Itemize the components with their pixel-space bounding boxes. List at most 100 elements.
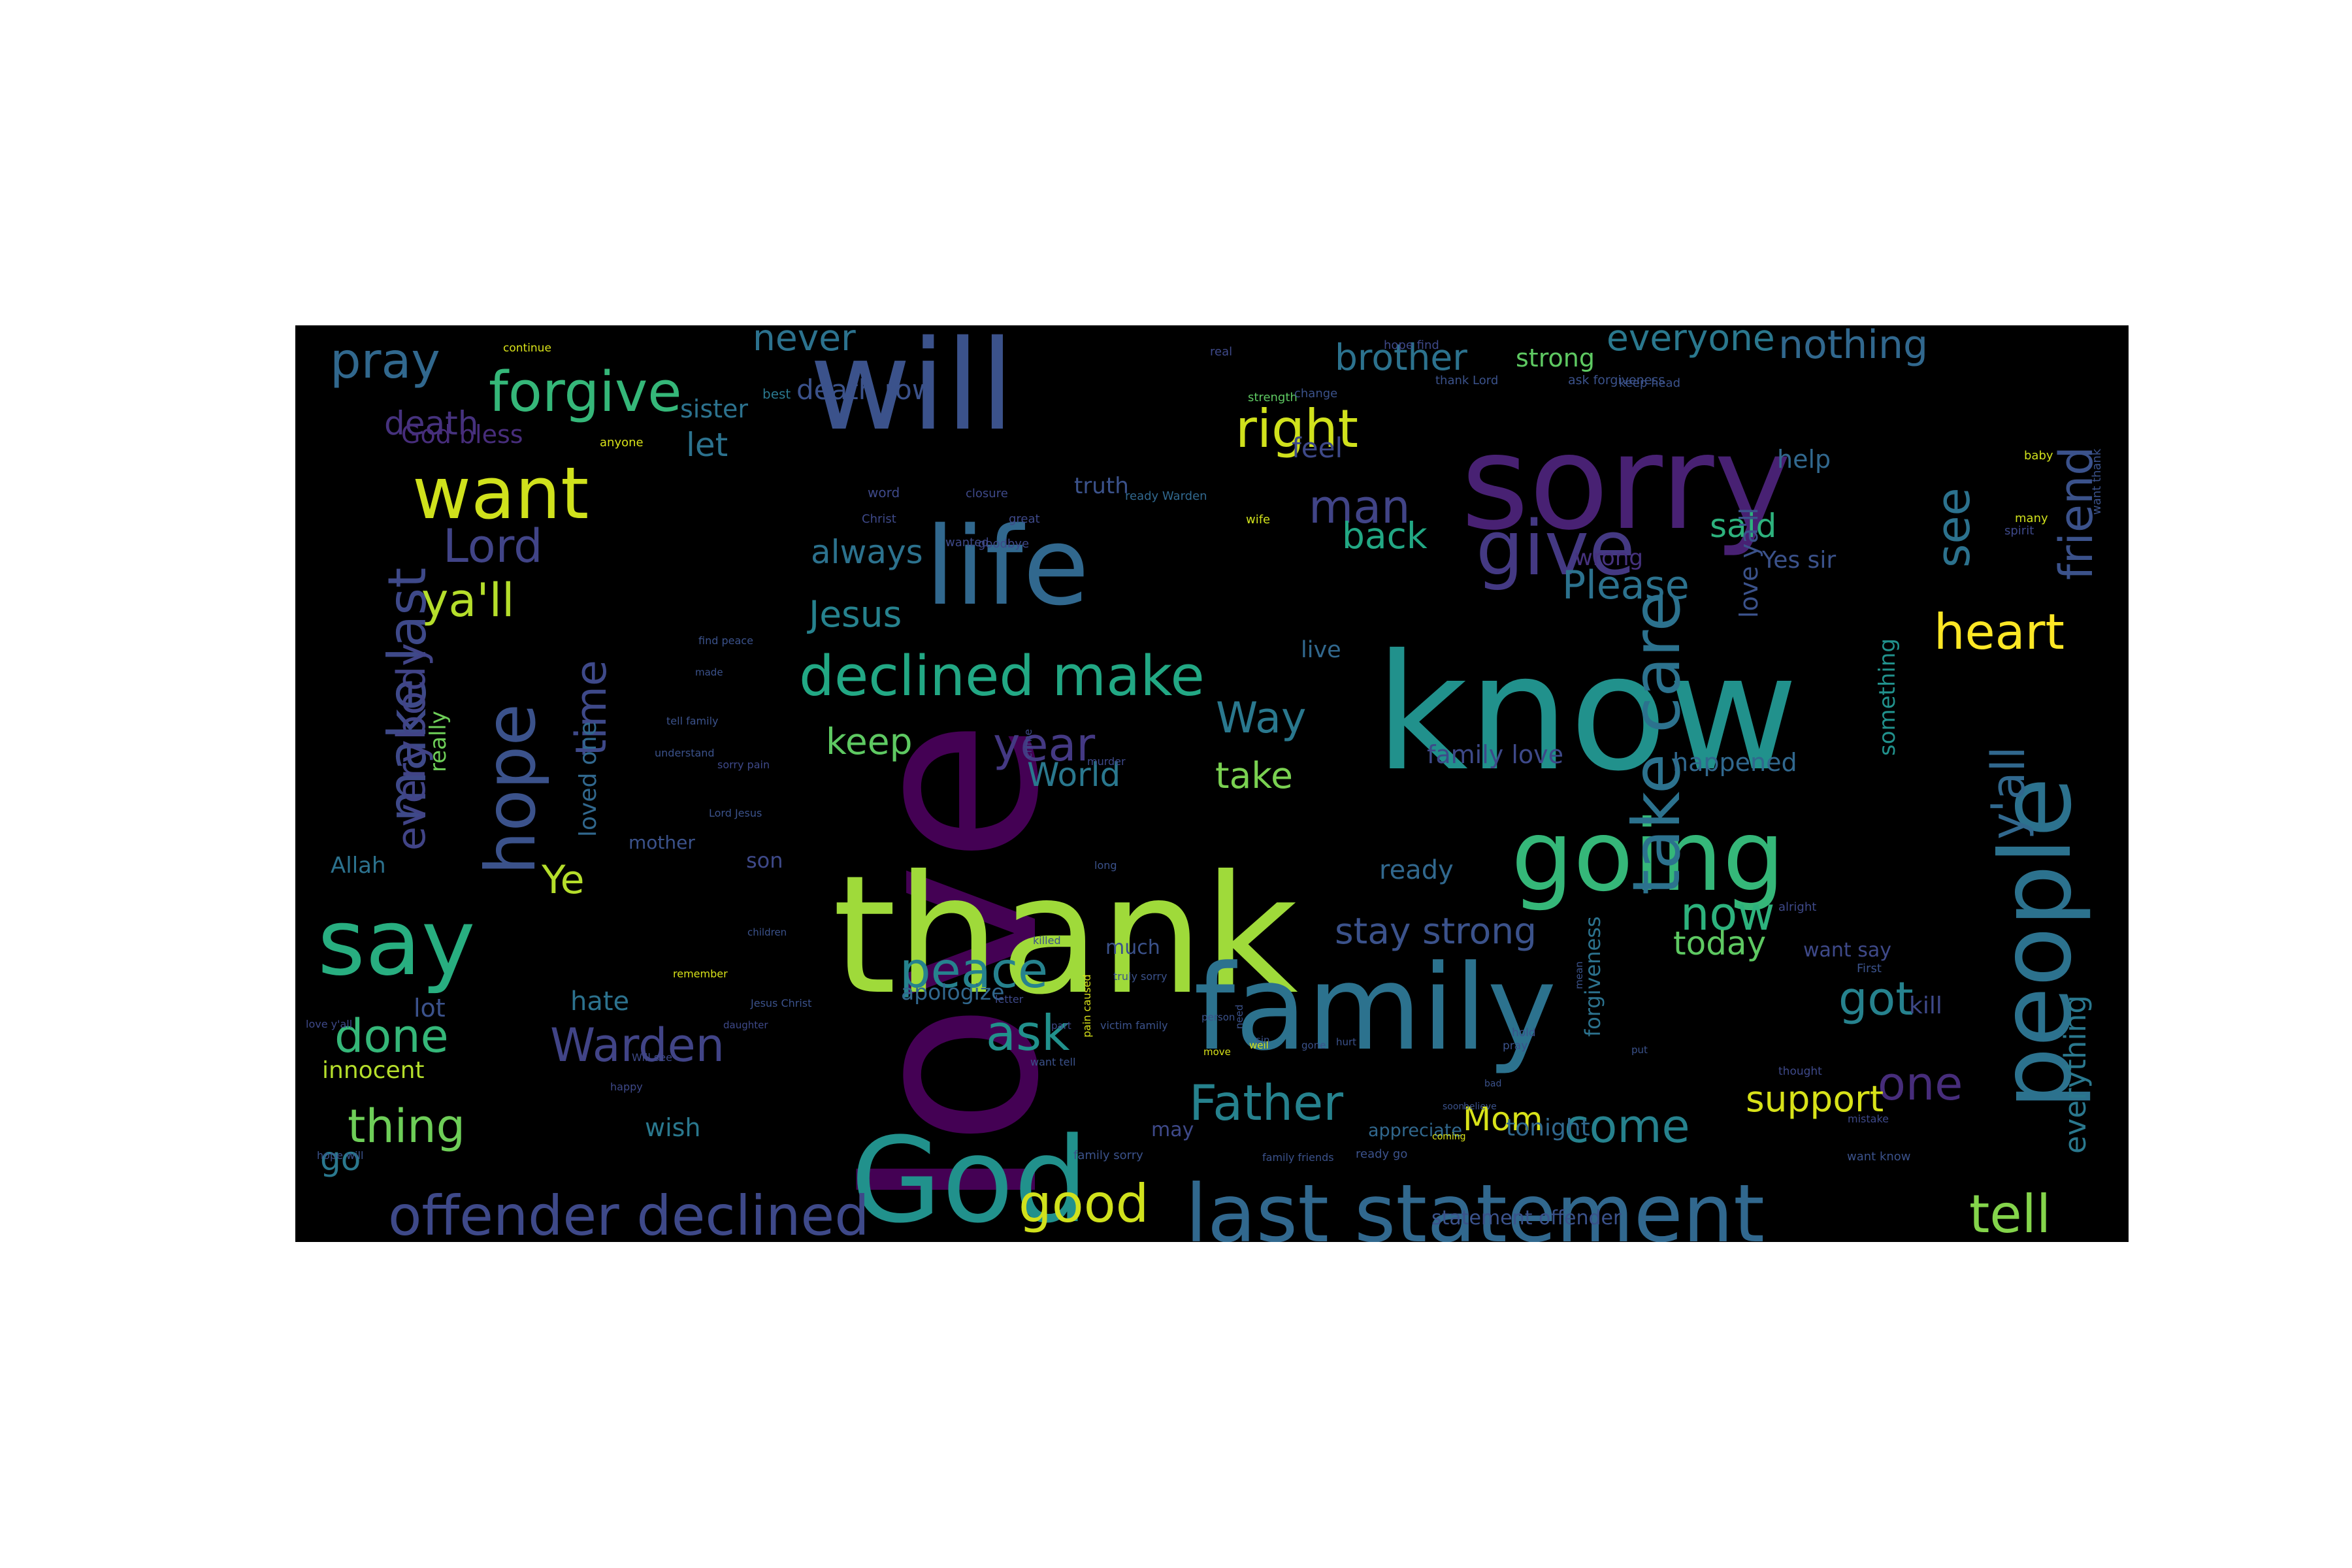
cloud-word: good (1019, 1173, 1149, 1234)
cloud-word: hope find (1384, 338, 1439, 352)
cloud-word: everyone (1607, 325, 1775, 359)
cloud-word: really (425, 711, 451, 772)
cloud-word: tell (1969, 1184, 2051, 1242)
cloud-word: put (1631, 1044, 1648, 1056)
cloud-word: letter (995, 993, 1024, 1005)
cloud-word: see (1927, 487, 1980, 568)
cloud-word: Lord Jesus (709, 807, 762, 819)
cloud-word: thought (1778, 1065, 1822, 1078)
cloud-word: God (851, 1113, 1088, 1242)
cloud-word: nothing (1778, 325, 1928, 368)
cloud-word: let (686, 426, 728, 464)
cloud-word: tell family (666, 715, 718, 727)
cloud-word: crime (1022, 729, 1034, 759)
cloud-word: hold (1512, 1026, 1536, 1039)
cloud-word: closure (966, 487, 1008, 500)
cloud-word: Way (1216, 694, 1306, 743)
cloud-word: Will see (632, 1051, 672, 1064)
cloud-word: Allah (331, 853, 386, 879)
cloud-word: give (1476, 505, 1635, 593)
cloud-word: remember (673, 968, 728, 980)
cloud-word: appreciate (1368, 1120, 1462, 1141)
cloud-word: Yes sir (1761, 547, 1836, 574)
cloud-word: truth (1074, 473, 1129, 499)
cloud-word: strong (1516, 344, 1595, 372)
cloud-word: Jesus Christ (750, 997, 811, 1009)
cloud-word: mean (1573, 961, 1585, 989)
cloud-word: make last (377, 568, 438, 822)
cloud-word: hope will (317, 1149, 363, 1162)
cloud-word: loved one (575, 721, 602, 837)
cloud-word: bad (1484, 1079, 1501, 1089)
cloud-word: children (747, 926, 787, 938)
cloud-word: change (1294, 387, 1337, 400)
cloud-word: statement offender (1431, 1207, 1622, 1230)
cloud-word: move (1203, 1046, 1231, 1058)
cloud-word: goodbye (978, 537, 1029, 551)
cloud-word: help (1777, 445, 1831, 474)
cloud-word: today (1673, 924, 1766, 962)
cloud-word: back (1342, 515, 1428, 557)
cloud-word: last statement (1185, 1168, 1765, 1242)
cloud-word: said (1710, 507, 1776, 545)
cloud-word: ready Warden (1125, 489, 1207, 503)
word-cloud-image: love thank know sorry will family God life going… (295, 325, 2129, 1242)
cloud-word: lot (414, 994, 446, 1022)
cloud-word: great (1009, 512, 1040, 526)
cloud-word: now (1680, 887, 1774, 941)
cloud-word: going (1511, 800, 1785, 913)
cloud-word: kill (1909, 992, 1942, 1019)
cloud-word: believe (1463, 1102, 1497, 1112)
cloud-word: Christ (862, 512, 896, 526)
cloud-word: heart (1934, 603, 2065, 661)
cloud-word: stay strong (1335, 910, 1537, 952)
cloud-word: tonight (1506, 1115, 1590, 1141)
cloud-word: want (412, 451, 589, 535)
cloud-word: murder (1087, 755, 1126, 768)
cloud-word: say (318, 890, 476, 996)
cloud-word: family (1194, 940, 1557, 1077)
cloud-word: need (1233, 1005, 1245, 1030)
cloud-word: peace (900, 941, 1048, 999)
cloud-word: well (1249, 1039, 1269, 1051)
cloud-word: long (1094, 859, 1117, 872)
cloud-word: happened (1673, 748, 1797, 777)
cloud-word: got (1838, 972, 1914, 1026)
cloud-word: thank Lord (1435, 374, 1498, 387)
cloud-word: keep head (1619, 376, 1680, 390)
cloud-word: family friends (1262, 1151, 1334, 1164)
cloud-word: offender declined (388, 1184, 870, 1242)
cloud-word: wife (1246, 513, 1270, 527)
cloud-word: want thank (2090, 448, 2104, 515)
cloud-word: pray (330, 332, 440, 389)
cloud-word: happy (610, 1081, 643, 1093)
cloud-word: daughter (723, 1019, 768, 1031)
cloud-word: know (1375, 620, 1798, 806)
cloud-word: mistake (1848, 1113, 1889, 1125)
cloud-word: soon (1443, 1102, 1464, 1112)
cloud-word: mother (629, 832, 695, 853)
cloud-word: victim family (1100, 1019, 1168, 1032)
cloud-word: everybody (389, 643, 434, 851)
cloud-word: brother (1335, 336, 1467, 378)
cloud-word: understand (655, 747, 715, 759)
cloud-word: part (1051, 1020, 1071, 1032)
cloud-word: life (925, 504, 1089, 629)
cloud-word: Jesus (807, 593, 902, 635)
cloud-word: will (809, 325, 1015, 458)
cloud-word: alright (1778, 900, 1816, 914)
cloud-word: son (746, 848, 783, 873)
cloud-word: year (993, 718, 1095, 772)
cloud-word: made (695, 666, 723, 678)
cloud-word: thank (832, 840, 1298, 1030)
cloud-word: strength (1248, 391, 1298, 404)
cloud-word: right (1235, 399, 1358, 459)
cloud-word: sorry pain (717, 759, 770, 771)
cloud-word: live (1301, 637, 1341, 663)
cloud-word: coming (1432, 1132, 1466, 1142)
cloud-word: anyone (600, 436, 644, 449)
cloud-word: y'all (1982, 747, 2035, 840)
cloud-word: killed (1033, 934, 1061, 947)
cloud-word: ready (1379, 855, 1454, 885)
